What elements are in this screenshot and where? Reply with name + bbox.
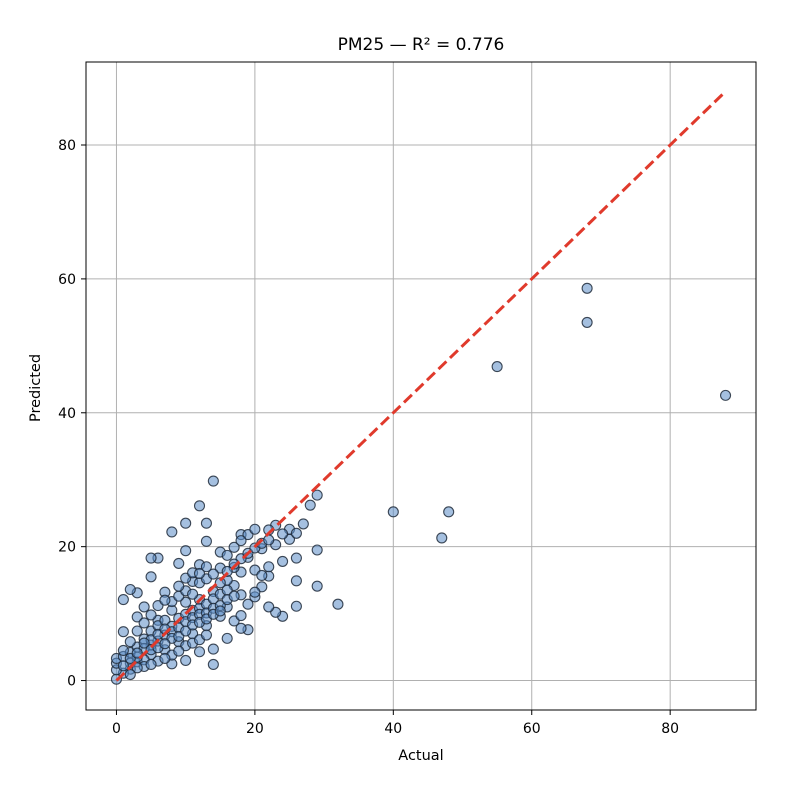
data-point	[180, 596, 192, 608]
data-point	[138, 637, 150, 649]
data-point	[263, 534, 275, 546]
x-tick-label: 0	[112, 721, 121, 737]
x-tick-label: 20	[246, 721, 264, 737]
data-points	[110, 282, 732, 685]
data-point	[491, 361, 503, 373]
data-point	[200, 517, 212, 529]
data-point	[387, 506, 399, 518]
data-point	[145, 609, 157, 621]
data-point	[311, 580, 323, 592]
data-point	[332, 598, 344, 610]
data-point	[193, 567, 206, 579]
data-point	[124, 583, 136, 596]
data-point	[117, 644, 129, 656]
data-point	[297, 518, 309, 530]
x-axis-label: Actual	[398, 748, 443, 764]
data-point	[235, 610, 247, 622]
data-point	[193, 646, 206, 658]
data-point	[581, 316, 593, 328]
data-point	[242, 598, 254, 610]
x-tick-label: 40	[384, 721, 402, 737]
y-axis-label: Predicted	[28, 354, 44, 422]
reference-line	[115, 90, 727, 682]
data-point	[200, 535, 212, 547]
data-point	[214, 577, 226, 589]
data-point	[124, 636, 136, 648]
data-point	[180, 517, 192, 529]
data-point	[235, 535, 247, 547]
data-point	[200, 629, 212, 641]
y-tick-label: 0	[67, 674, 76, 690]
data-point	[221, 549, 233, 561]
data-point	[290, 552, 302, 564]
plot-frame	[85, 61, 757, 711]
data-point	[719, 389, 732, 401]
data-point	[117, 626, 129, 638]
data-point	[159, 638, 171, 650]
data-point	[180, 545, 192, 557]
data-point	[131, 647, 143, 659]
data-point	[117, 660, 129, 672]
data-point	[180, 625, 192, 637]
data-point	[145, 571, 157, 583]
data-point	[124, 668, 136, 681]
data-point	[166, 526, 178, 538]
data-point	[214, 605, 226, 617]
data-point	[145, 658, 157, 671]
data-point	[159, 594, 171, 606]
chart-title: PM25 — R² = 0.776	[338, 35, 505, 55]
data-point	[207, 568, 219, 580]
data-point	[131, 625, 143, 637]
data-point	[263, 601, 275, 613]
data-point	[263, 561, 275, 573]
y-axis-ticks: 0 20 40 60 80	[58, 138, 86, 690]
data-point	[187, 588, 199, 600]
data-point	[228, 541, 240, 553]
data-point	[581, 282, 593, 294]
data-point	[173, 645, 185, 657]
data-point	[173, 580, 185, 592]
data-point	[304, 499, 316, 511]
data-point	[290, 527, 302, 539]
data-point	[249, 523, 261, 535]
x-tick-label: 80	[661, 721, 679, 737]
data-point	[228, 590, 240, 602]
data-point	[235, 622, 247, 634]
data-point	[221, 632, 233, 644]
y-tick-label: 60	[58, 272, 76, 288]
data-point	[131, 611, 143, 623]
data-point	[138, 617, 150, 629]
x-axis-ticks: 0 20 40 60 80	[112, 710, 679, 737]
data-point	[277, 528, 289, 540]
data-point	[207, 643, 219, 655]
data-point	[256, 569, 268, 581]
data-point	[290, 575, 302, 587]
data-point	[180, 654, 192, 667]
data-point	[228, 558, 240, 570]
data-point	[193, 500, 206, 512]
data-point	[311, 489, 323, 501]
data-point	[277, 555, 289, 567]
data-point	[436, 532, 448, 544]
data-point	[207, 658, 219, 671]
y-tick-label: 80	[58, 138, 76, 154]
data-point	[131, 662, 143, 674]
data-point	[207, 475, 219, 487]
data-point	[249, 586, 261, 598]
data-point	[117, 593, 129, 606]
data-point	[200, 561, 212, 573]
y-tick-label: 20	[58, 540, 76, 556]
data-point	[311, 544, 323, 556]
data-point	[145, 552, 157, 564]
data-point	[290, 600, 302, 612]
y-tick-label: 40	[58, 406, 76, 422]
data-point	[138, 601, 150, 613]
data-point	[173, 557, 185, 569]
x-tick-label: 60	[523, 721, 541, 737]
data-point	[159, 652, 171, 665]
grid-lines	[86, 62, 756, 710]
data-point	[443, 506, 455, 518]
